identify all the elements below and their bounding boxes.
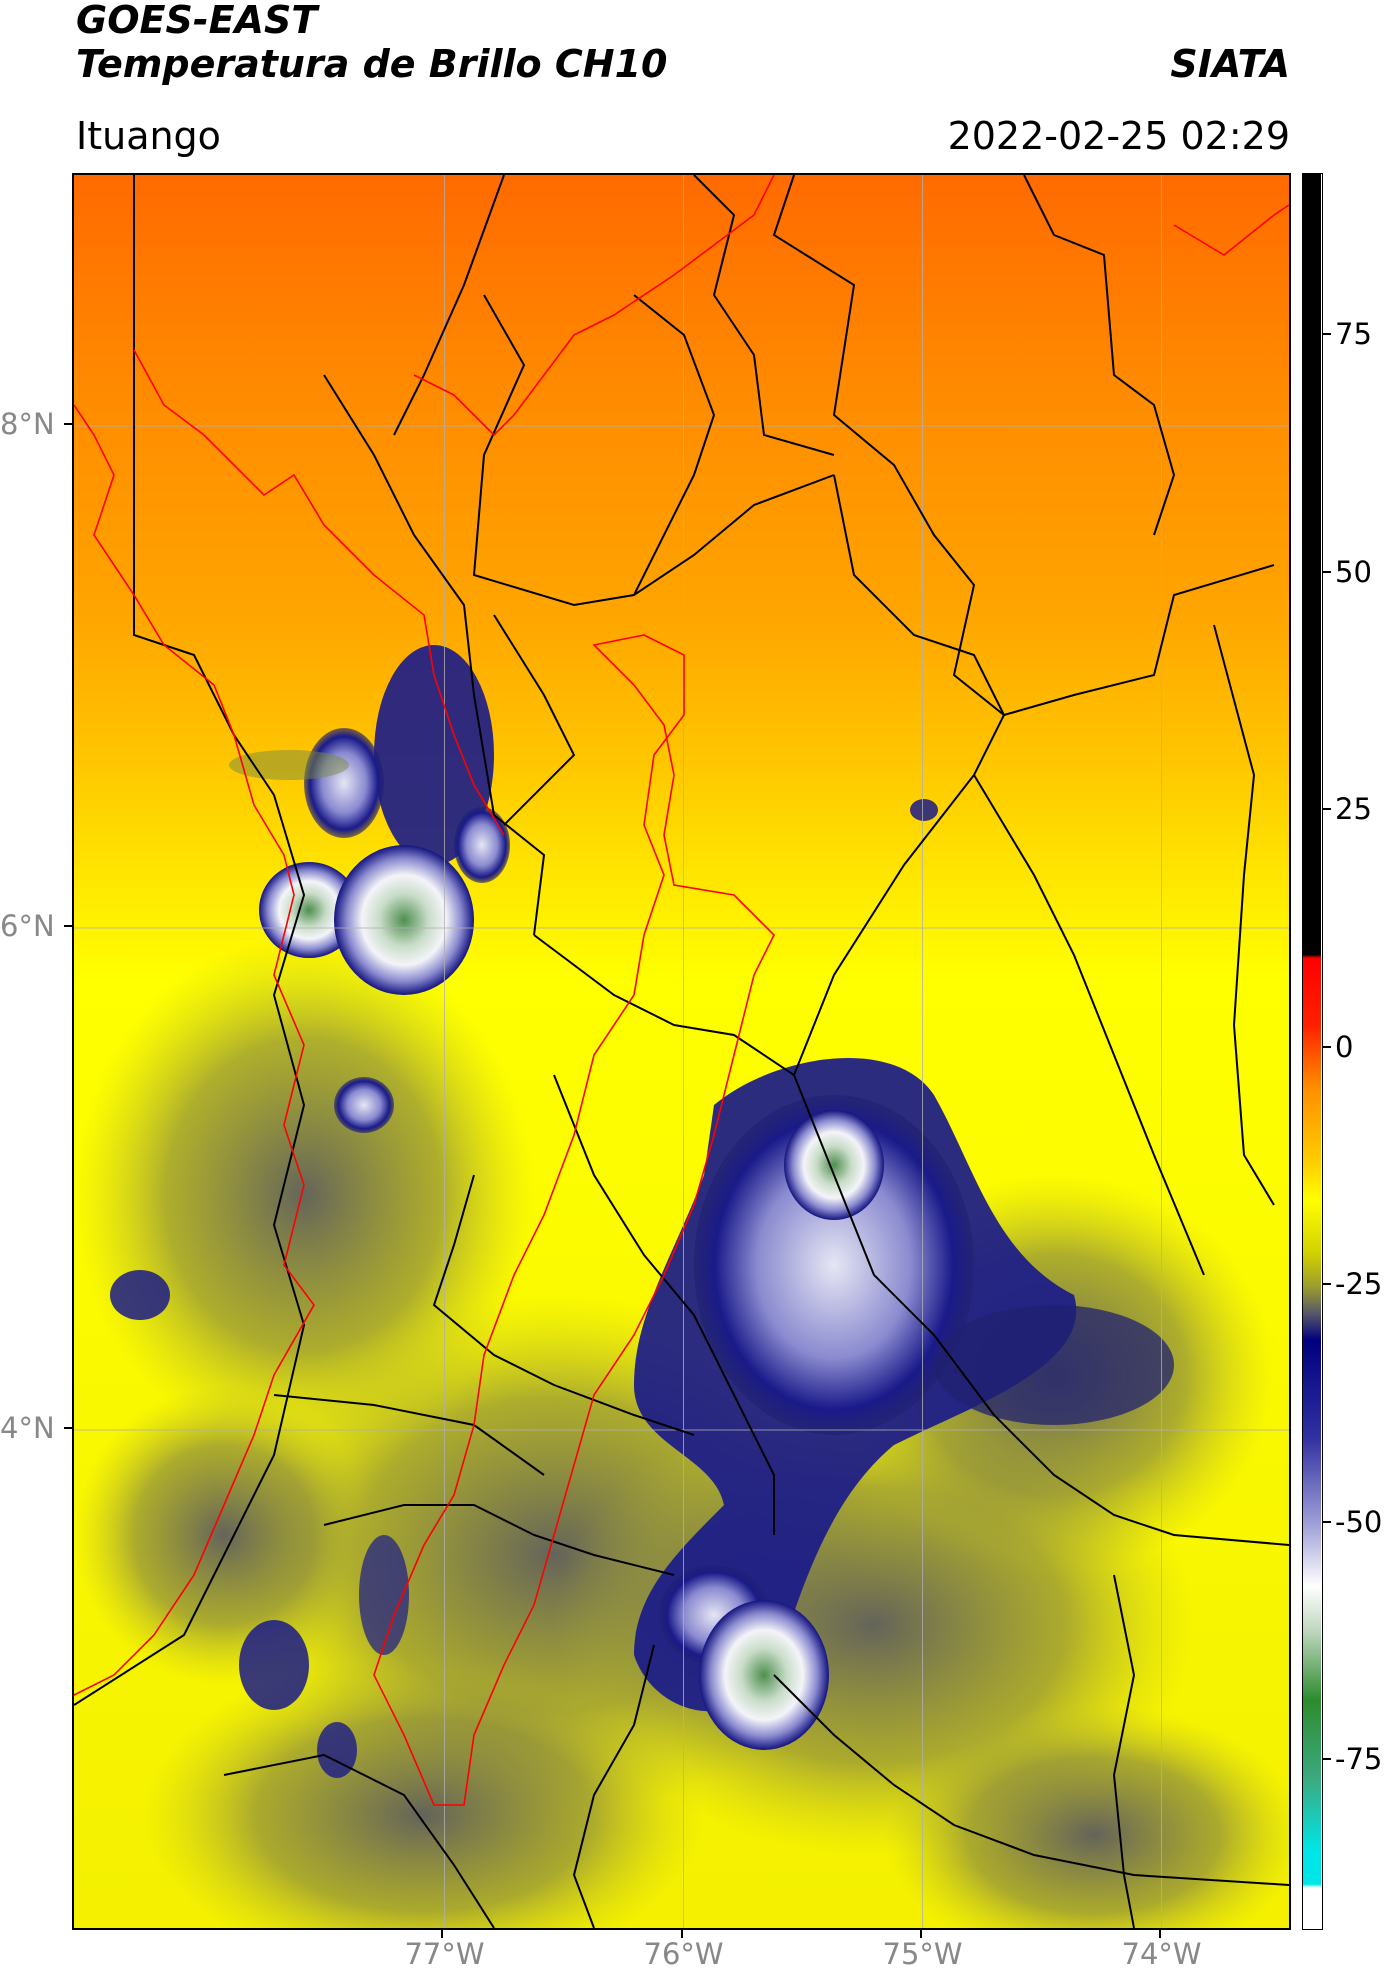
colorbar-tick-mark bbox=[1323, 1758, 1331, 1761]
lon-tick-label: 76°W bbox=[643, 1937, 724, 1971]
product-title: Temperatura de Brillo CH10 bbox=[76, 42, 668, 86]
colorbar-tick-label: 50 bbox=[1335, 554, 1372, 589]
colorbar bbox=[1302, 173, 1323, 1930]
map-canvas bbox=[74, 175, 1289, 1928]
lon-tick-mark bbox=[919, 1930, 922, 1938]
satellite-title: GOES-EAST bbox=[76, 0, 318, 42]
datetime-subtitle: 2022-02-25 02:29 bbox=[947, 114, 1290, 158]
lat-tick-label: 6°N bbox=[0, 909, 55, 943]
convective-cells bbox=[110, 645, 1174, 1778]
lat-tick-label: 8°N bbox=[0, 407, 55, 441]
colorbar-tick-mark bbox=[1323, 1520, 1331, 1523]
colorbar-tick-label: 25 bbox=[1335, 792, 1372, 827]
colorbar-tick-mark bbox=[1323, 1283, 1331, 1286]
brightness-temperature-map bbox=[72, 173, 1291, 1930]
region-subtitle: Ituango bbox=[76, 114, 221, 158]
colorbar-tick-label: -25 bbox=[1335, 1267, 1383, 1302]
lon-tick-mark bbox=[680, 1930, 683, 1938]
graticule bbox=[74, 175, 1289, 1928]
lat-tick-mark bbox=[64, 925, 72, 927]
colorbar-tick-label: 0 bbox=[1335, 1029, 1354, 1064]
lat-tick-label: 4°N bbox=[0, 1411, 55, 1445]
country-boundaries bbox=[74, 175, 1289, 1928]
colorbar-tick-mark bbox=[1323, 570, 1331, 573]
lon-tick-mark bbox=[1158, 1930, 1161, 1938]
colorbar-tick-label: -75 bbox=[1335, 1742, 1383, 1777]
colorbar-tick-label: -50 bbox=[1335, 1504, 1383, 1539]
org-title: SIATA bbox=[1170, 42, 1290, 86]
lon-tick-label: 77°W bbox=[404, 1937, 485, 1971]
colorbar-gradient bbox=[1303, 174, 1321, 1928]
colorbar-tick-label: 75 bbox=[1335, 317, 1372, 352]
colorbar-tick-mark bbox=[1323, 333, 1331, 336]
colorbar-tick-mark bbox=[1323, 1045, 1331, 1048]
colorbar-tick-mark bbox=[1323, 808, 1331, 811]
coastline-and-basin bbox=[74, 175, 1289, 1806]
lon-tick-mark bbox=[441, 1930, 444, 1938]
lon-tick-label: 75°W bbox=[882, 1937, 963, 1971]
lat-tick-mark bbox=[64, 1427, 72, 1429]
lat-tick-mark bbox=[64, 423, 72, 425]
lon-tick-label: 74°W bbox=[1121, 1937, 1202, 1971]
